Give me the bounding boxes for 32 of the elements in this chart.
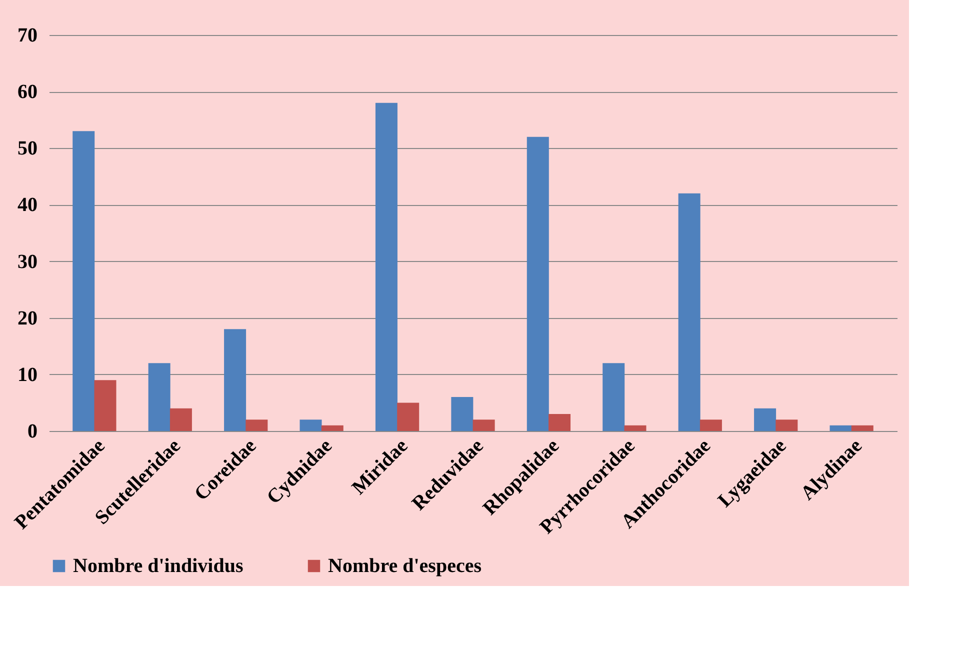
bar — [700, 420, 722, 431]
bar — [776, 420, 798, 431]
bar — [224, 329, 246, 431]
legend-label: Nombre d'especes — [328, 555, 482, 577]
bar — [148, 363, 170, 431]
y-tick-label: 70 — [18, 24, 38, 46]
bar — [830, 425, 852, 431]
bar — [851, 425, 874, 431]
y-tick-label: 50 — [18, 138, 38, 160]
bar — [72, 131, 95, 431]
y-tick-label: 40 — [18, 194, 38, 216]
bar — [526, 136, 549, 431]
y-tick-label: 30 — [18, 250, 38, 273]
y-tick-label: 10 — [18, 364, 38, 386]
y-tick-label: 60 — [18, 81, 38, 104]
bar — [321, 425, 344, 431]
bar — [548, 414, 571, 431]
bar — [397, 402, 420, 431]
bar — [170, 408, 192, 431]
bar — [300, 420, 322, 431]
bar — [246, 420, 268, 431]
bar — [451, 397, 474, 431]
bar — [754, 408, 776, 431]
bar — [678, 193, 700, 431]
bar — [94, 380, 116, 431]
legend-label: Nombre d'individus — [73, 555, 244, 577]
bar — [602, 363, 625, 431]
y-tick-label: 20 — [18, 307, 38, 330]
bar — [375, 102, 398, 431]
y-tick-label: 0 — [28, 420, 38, 442]
bar — [624, 425, 646, 431]
bar — [472, 420, 495, 431]
